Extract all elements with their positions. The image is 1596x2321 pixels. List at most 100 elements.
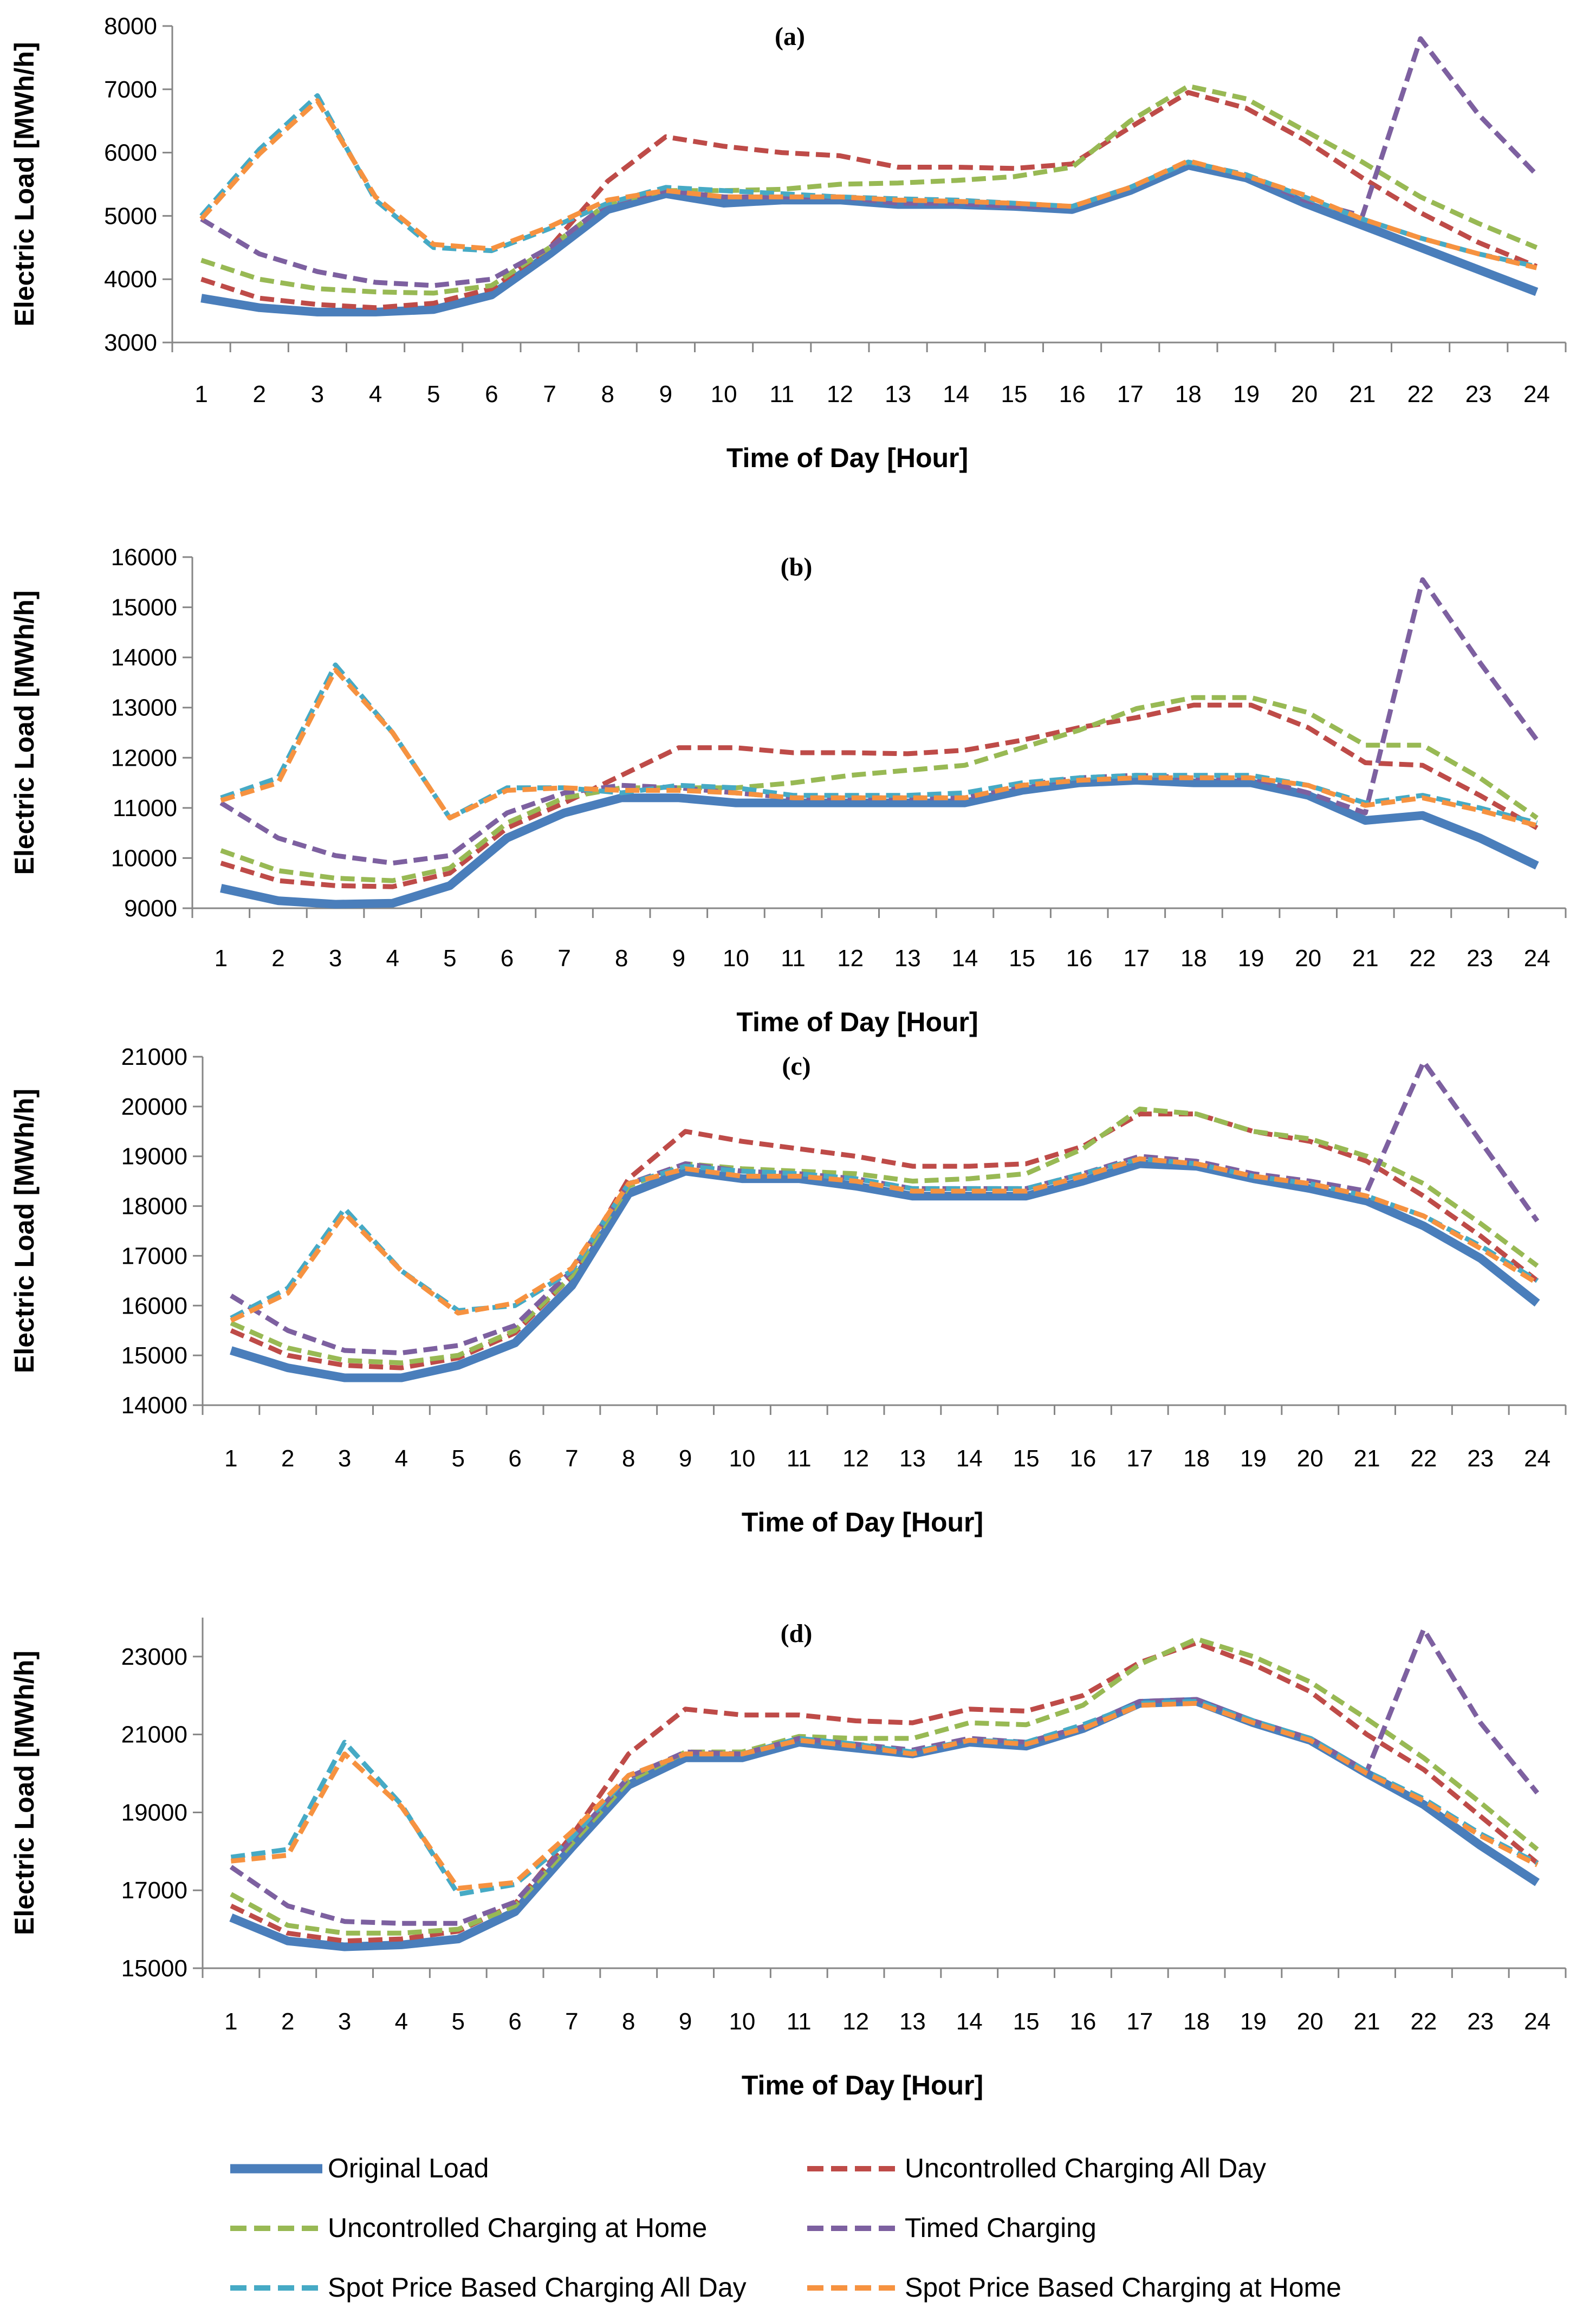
x-tick-label: 3	[311, 381, 324, 408]
x-tick-label: 20	[1291, 381, 1318, 408]
x-tick-label: 21	[1349, 381, 1376, 408]
legend-label-uncontrolled-at-home: Uncontrolled Charging at Home	[328, 2213, 707, 2243]
legend: Original Load Uncontrolled Charging All …	[230, 2153, 1341, 2303]
legend-label-spot-all-day: Spot Price Based Charging All Day	[328, 2272, 747, 2303]
x-tick-label: 3	[338, 2008, 351, 2035]
legend-item-3: Timed Charging	[807, 2213, 1097, 2243]
series-line-uncontrolled-charging-at-home	[220, 695, 1539, 883]
series-line-original-load	[230, 1159, 1540, 1382]
x-tick-label: 16	[1059, 381, 1086, 408]
series-line-uncontrolled-charging-at-home	[200, 83, 1538, 296]
y-tick-label: 17000	[121, 1877, 187, 1904]
y-tick-label: 20000	[121, 1094, 187, 1120]
y-axis-title: Electric Load [MWh/h]	[9, 42, 40, 327]
y-tick-label: 21000	[121, 1044, 187, 1070]
x-tick-label: 12	[842, 2008, 869, 2035]
panel-title: (d)	[781, 1619, 813, 1648]
x-tick-label: 5	[452, 2008, 465, 2035]
y-tick-label: 14000	[121, 1392, 187, 1419]
x-tick-label: 19	[1240, 2008, 1267, 2035]
x-tick-label: 13	[899, 1445, 926, 1472]
legend-item-5: Spot Price Based Charging at Home	[807, 2272, 1341, 2303]
series-line-uncontrolled-charging-at-home	[230, 1107, 1539, 1366]
x-tick-label: 16	[1066, 945, 1093, 972]
x-tick-label: 24	[1524, 1445, 1550, 1472]
x-tick-label: 23	[1467, 2008, 1494, 2035]
series-line-uncontrolled-charging-all-day	[230, 1640, 1539, 1944]
y-tick-label: 16000	[121, 1292, 187, 1319]
legend-label-spot-at-home: Spot Price Based Charging at Home	[905, 2272, 1341, 2303]
x-tick-label: 13	[885, 381, 911, 408]
series-line-uncontrolled-charging-all-day	[220, 702, 1539, 889]
x-tick-label: 14	[956, 2008, 983, 2035]
legend-item-2: Uncontrolled Charging at Home	[230, 2213, 707, 2243]
series-line-original-load	[220, 775, 1539, 909]
series-line-timed-charging	[219, 577, 1539, 866]
x-tick-label: 12	[842, 1445, 869, 1472]
y-tick-label: 6000	[104, 140, 157, 166]
y-tick-label: 5000	[104, 203, 157, 229]
x-tick-label: 8	[601, 381, 614, 408]
x-tick-label: 17	[1126, 1445, 1153, 1472]
legend-label-timed-charging: Timed Charging	[905, 2213, 1097, 2243]
y-tick-label: 15000	[121, 1955, 187, 1982]
x-tick-label: 20	[1297, 2008, 1323, 2035]
x-tick-label: 6	[508, 1445, 521, 1472]
x-tick-label: 21	[1352, 945, 1379, 972]
x-tick-label: 10	[711, 381, 737, 408]
x-tick-label: 23	[1465, 381, 1492, 408]
x-tick-label: 21	[1354, 1445, 1380, 1472]
legend-item-4: Spot Price Based Charging All Day	[230, 2272, 747, 2303]
x-tick-label: 17	[1117, 381, 1144, 408]
x-tick-label: 17	[1123, 945, 1150, 972]
y-tick-label: 19000	[121, 1799, 187, 1826]
x-tick-label: 5	[452, 1445, 465, 1472]
panel-title: (a)	[775, 22, 805, 51]
y-tick-label: 14000	[111, 644, 177, 671]
x-tick-label: 6	[508, 2008, 521, 2035]
panel-title: (c)	[782, 1052, 810, 1081]
x-tick-label: 8	[615, 945, 628, 972]
x-tick-label: 9	[679, 1445, 692, 1472]
y-tick-label: 11000	[113, 795, 177, 822]
x-tick-label: 11	[781, 945, 806, 972]
x-tick-label: 19	[1238, 945, 1264, 972]
x-tick-label: 10	[729, 1445, 755, 1472]
x-tick-label: 13	[894, 945, 921, 972]
x-tick-label: 8	[622, 1445, 635, 1472]
y-tick-label: 15000	[111, 594, 177, 621]
x-tick-label: 24	[1524, 945, 1550, 972]
x-tick-label: 15	[1013, 1445, 1040, 1472]
x-tick-label: 14	[943, 381, 969, 408]
x-tick-label: 11	[787, 2008, 812, 2035]
x-tick-label: 3	[338, 1445, 351, 1472]
x-axis-title: Time of Day [Hour]	[742, 1507, 983, 1537]
x-tick-label: 7	[565, 1445, 578, 1472]
x-tick-label: 8	[622, 2008, 635, 2035]
x-tick-label: 24	[1524, 2008, 1550, 2035]
y-tick-label: 13000	[111, 695, 177, 721]
x-tick-label: 17	[1126, 2008, 1153, 2035]
x-tick-label: 6	[485, 381, 498, 408]
series-line-uncontrolled-charging-all-day	[230, 1111, 1539, 1370]
series-line-original-load	[200, 161, 1539, 316]
x-tick-label: 3	[329, 945, 342, 972]
series-line-spot-price-based-charging-all-day	[199, 93, 1537, 269]
x-tick-label: 2	[281, 1445, 294, 1472]
x-tick-label: 14	[951, 945, 978, 972]
x-tick-label: 12	[837, 945, 864, 972]
x-tick-label: 16	[1069, 1445, 1096, 1472]
x-tick-label: 24	[1523, 381, 1550, 408]
x-tick-label: 22	[1410, 2008, 1437, 2035]
chart-panel-2: 14000 15000 16000 17000 18000 19000 20000 21000…	[9, 1044, 1567, 1537]
series-line-spot-price-based-charging-at-home	[230, 1156, 1539, 1323]
x-tick-label: 11	[769, 381, 794, 408]
x-tick-label: 18	[1183, 2008, 1210, 2035]
x-tick-label: 22	[1409, 945, 1436, 972]
y-tick-label: 15000	[121, 1342, 187, 1369]
x-tick-label: 1	[194, 381, 207, 408]
